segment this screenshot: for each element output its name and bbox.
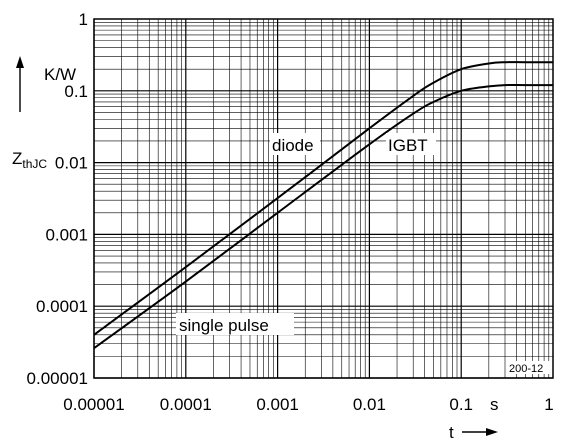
y-tick-label: 0.1	[64, 82, 88, 101]
single-pulse-label: single pulse	[179, 316, 269, 335]
y-tick-label: 1	[79, 10, 88, 29]
y-tick-label: 0.00001	[27, 369, 88, 388]
igbt-series-label: IGBT	[388, 136, 428, 155]
x-tick-label: 0.001	[256, 395, 299, 414]
x-unit-label: s	[490, 395, 499, 414]
plot-frame	[93, 18, 554, 379]
y-tick-label: 0.001	[45, 225, 88, 244]
tick-labels: 0.00001 0.0001 0.001 0.01 0.1 1 0.00001 0.0001 0…	[27, 10, 554, 414]
figure-code-label: 200-12	[509, 363, 543, 375]
igbt-label-bg	[386, 133, 436, 155]
y-axis-label-sub: thJC	[22, 157, 47, 171]
x-tick-label: 0.0001	[160, 395, 212, 414]
y-axis-label: ZthJC	[12, 149, 47, 171]
y-tick-label: 0.0001	[36, 297, 88, 316]
x-axis-arrow-head	[486, 428, 498, 436]
y-axis-arrow-head	[16, 56, 24, 68]
single-pulse-bg	[176, 313, 294, 335]
code-label-bg	[506, 361, 550, 374]
diode-series-label: diode	[272, 136, 314, 155]
series-line-diode	[93, 61, 553, 336]
grid	[93, 19, 553, 379]
y-axis-label-main: Z	[12, 149, 22, 168]
x-tick-label: 0.01	[353, 395, 386, 414]
y-tick-label: 0.01	[55, 154, 88, 173]
curves	[93, 61, 553, 350]
x-tick-label: 0.1	[449, 395, 473, 414]
x-tick-label: 0.00001	[63, 395, 124, 414]
series-line-igbt	[93, 84, 553, 350]
x-axis-label: t	[449, 423, 454, 442]
diode-label-bg	[270, 133, 320, 155]
x-tick-label: 1	[544, 395, 553, 414]
y-unit-label: K/W	[44, 65, 76, 84]
